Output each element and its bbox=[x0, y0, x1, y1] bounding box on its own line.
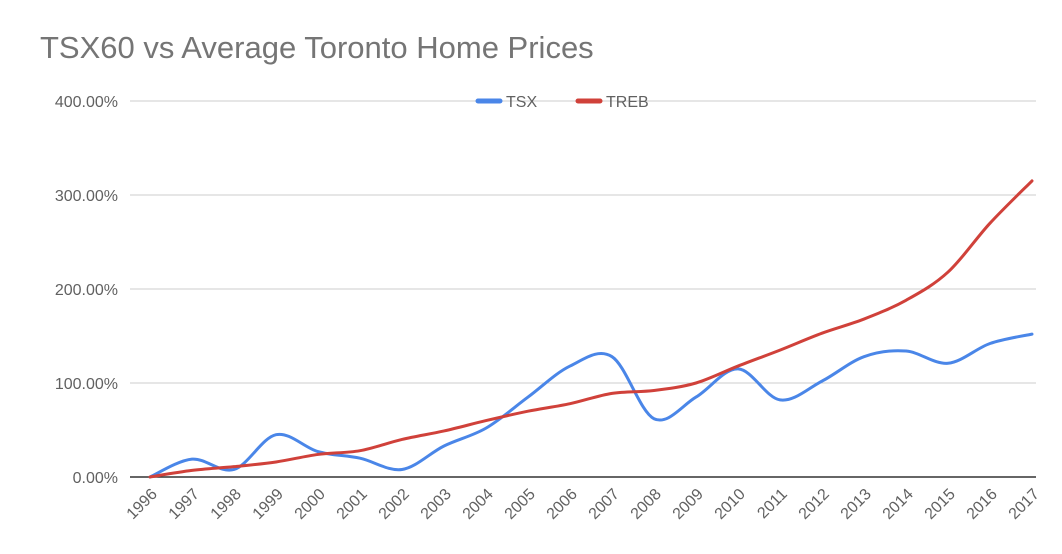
x-tick-label: 1996 bbox=[124, 486, 161, 523]
x-axis-ticks: 1996 1997 1998 1999 2000 2001 2002 2003 2004 2005… bbox=[124, 486, 1043, 523]
y-tick-label: 100.00% bbox=[55, 376, 118, 393]
x-tick-label: 2012 bbox=[796, 486, 833, 523]
legend-label-treb: TREB bbox=[606, 94, 649, 111]
gridlines bbox=[130, 100, 1036, 478]
x-tick-label: 2003 bbox=[418, 486, 455, 523]
x-tick-label: 2007 bbox=[586, 486, 623, 523]
x-tick-label: 2016 bbox=[964, 486, 1001, 523]
y-tick-label: 200.00% bbox=[55, 282, 118, 299]
x-tick-label: 2000 bbox=[292, 486, 329, 523]
x-tick-label: 1999 bbox=[250, 486, 287, 523]
chart-title: TSX60 vs Average Toronto Home Prices bbox=[40, 30, 594, 65]
x-tick-label: 2017 bbox=[1006, 486, 1043, 523]
x-tick-label: 1998 bbox=[208, 486, 245, 523]
x-tick-label: 2015 bbox=[922, 486, 959, 523]
y-tick-label: 300.00% bbox=[55, 188, 118, 205]
x-tick-label: 2011 bbox=[754, 486, 790, 522]
y-tick-label: 0.00% bbox=[73, 470, 118, 487]
x-tick-label: 2008 bbox=[628, 486, 665, 523]
x-tick-label: 2009 bbox=[670, 486, 707, 523]
y-axis-ticks: 0.00% 100.00% 200.00% 300.00% 400.00% bbox=[55, 94, 118, 487]
legend-label-tsx: TSX bbox=[506, 94, 537, 111]
x-tick-label: 2013 bbox=[838, 486, 875, 523]
x-tick-label: 2005 bbox=[502, 486, 539, 523]
legend: TSX TREB bbox=[475, 94, 649, 111]
x-tick-label: 2014 bbox=[880, 486, 917, 523]
x-tick-label: 2006 bbox=[544, 486, 581, 523]
x-tick-label: 2002 bbox=[376, 486, 413, 523]
series-line-tsx bbox=[148, 332, 1034, 479]
x-tick-label: 2010 bbox=[712, 486, 749, 523]
x-tick-label: 2004 bbox=[460, 486, 497, 523]
x-tick-label: 1997 bbox=[166, 486, 203, 523]
x-tick-label: 2001 bbox=[334, 486, 371, 523]
y-tick-label: 400.00% bbox=[55, 94, 118, 111]
series-line-treb bbox=[148, 179, 1034, 479]
series-lines bbox=[148, 179, 1034, 479]
